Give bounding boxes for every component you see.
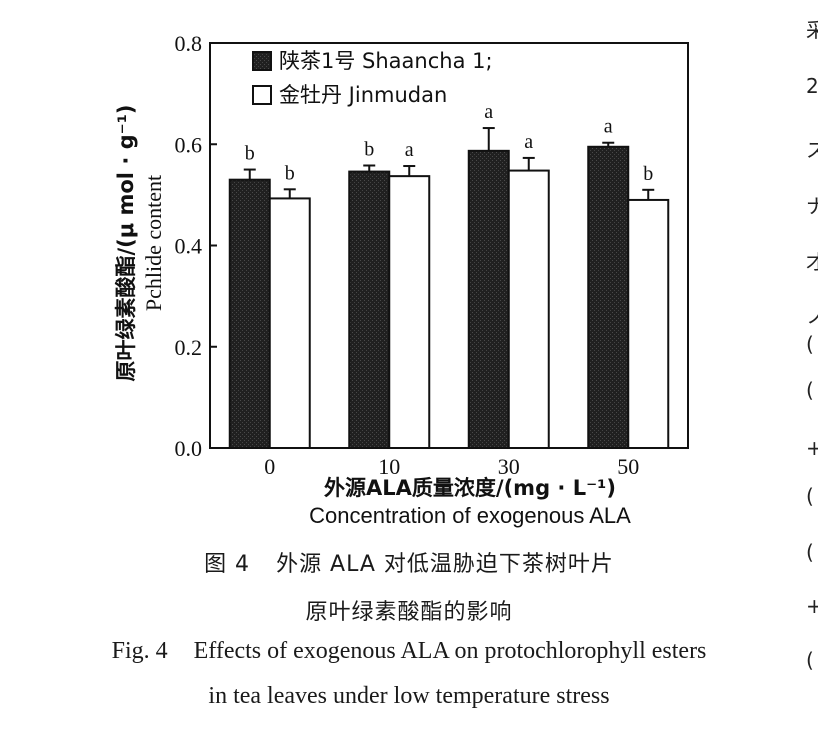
bar-shaancha1 [348, 170, 391, 449]
caption-zh-line2: 原叶绿素酸酯的影响 [305, 600, 513, 625]
adjacent-text-fragment: 2 [806, 74, 818, 98]
bar-shaancha1 [587, 145, 630, 449]
legend-label: 金牡丹 Jinmudan [279, 83, 447, 107]
bar-jinmudan [507, 169, 550, 449]
significance-letter: b [245, 143, 255, 165]
bar-shaancha1 [467, 149, 510, 450]
caption-zh-line1: 图 4 外源 ALA 对低温胁迫下茶树叶片 [0, 546, 818, 578]
significance-letter: a [484, 101, 493, 123]
x-axis-label-en: Concentration of exogenous ALA [309, 503, 631, 528]
caption-zh-figure-number: 图 4 [204, 552, 251, 577]
adjacent-text-fragment: ( [806, 484, 814, 508]
y-tick-label: 0.8 [175, 31, 203, 56]
legend-swatch [252, 51, 272, 71]
significance-letter: a [405, 139, 414, 161]
adjacent-text-fragment: ( [806, 332, 814, 356]
adjacent-text-fragment: 采 [806, 18, 818, 42]
x-tick-label: 10 [378, 454, 400, 479]
adjacent-text-fragment: ナ [806, 194, 818, 218]
y-tick-label: 0.6 [175, 132, 203, 157]
caption-en-figure-number: Fig. 4 [111, 638, 168, 664]
adjacent-text-fragment: ノ [806, 304, 818, 328]
y-axis-label-zh: 原叶绿素酸酯/(μ mol · g⁻¹) [114, 104, 138, 381]
legend-label: 陕茶1号 Shaancha 1; [279, 49, 493, 73]
caption-en-line2: in tea leaves under low temperature stre… [208, 683, 610, 709]
x-tick-label: 0 [264, 454, 275, 479]
significance-letter: b [643, 163, 653, 185]
significance-letter: a [524, 131, 533, 153]
adjacent-text-fragment: ( [806, 378, 814, 402]
bar-jinmudan [268, 197, 311, 449]
significance-letter: b [285, 162, 295, 184]
bar-jinmudan [388, 175, 431, 450]
caption-zh-text1: 外源 ALA 对低温胁迫下茶树叶片 [276, 552, 614, 577]
bar-jinmudan [627, 198, 670, 449]
caption-en-line1: Fig. 4 Effects of exogenous ALA on protoc… [0, 638, 818, 665]
x-tick-label: 50 [617, 454, 639, 479]
bar-shaancha1 [228, 178, 271, 449]
caption-en-text1: Effects of exogenous ALA on protochlorop… [193, 638, 707, 664]
y-axis-label-en: Pchlide content [141, 175, 166, 311]
y-tick-label: 0.4 [175, 234, 203, 259]
x-tick-label: 30 [498, 454, 520, 479]
y-tick-label: 0.0 [175, 436, 203, 461]
x-axis-label-zh: 外源ALA质量浓度/(mg · L⁻¹) [324, 476, 616, 500]
adjacent-text-fragment: + [806, 594, 818, 618]
adjacent-text-fragment: + [806, 436, 818, 460]
adjacent-text-fragment: ( [806, 540, 814, 564]
legend-swatch [252, 85, 272, 105]
y-tick-label: 0.2 [175, 335, 203, 360]
adjacent-text-fragment: 才 [806, 250, 818, 274]
significance-letter: b [364, 139, 374, 161]
significance-letter: a [604, 116, 613, 138]
adjacent-text-fragment: ( [806, 648, 814, 672]
bar-chart: 0.0 0.2 0.4 0.6 0.8 0 b b 10 b a 30 a a 50 a b 陕茶1号 Shaan… [114, 31, 689, 528]
adjacent-text-fragment: ス [806, 138, 818, 162]
